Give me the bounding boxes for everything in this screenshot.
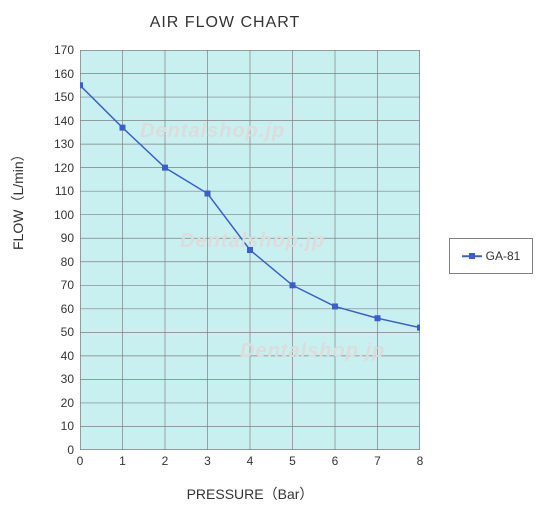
y-tick-label: 80 (61, 255, 74, 269)
y-tick-label: 100 (54, 208, 74, 222)
x-tick-label: 0 (77, 454, 84, 468)
y-tick-label: 110 (55, 184, 74, 198)
y-tick-label: 130 (54, 137, 74, 151)
y-tick-label: 70 (61, 278, 74, 292)
x-tick-label: 8 (417, 454, 424, 468)
x-tick-label: 4 (247, 454, 254, 468)
y-tick-label: 160 (54, 67, 74, 81)
legend-label: GA-81 (486, 249, 521, 263)
y-axis-label: FLOW（L/min） (8, 147, 28, 250)
y-tick-label: 0 (67, 443, 74, 457)
x-tick-label: 3 (204, 454, 211, 468)
plot-area: 0102030405060708090100110120130140150160… (80, 50, 420, 450)
y-tick-label: 40 (61, 349, 74, 363)
y-tick-label: 10 (61, 419, 74, 433)
x-tick-label: 1 (119, 454, 126, 468)
y-tick-label: 150 (54, 90, 74, 104)
y-tick-label: 30 (61, 372, 74, 386)
x-tick-label: 2 (162, 454, 169, 468)
legend: GA-81 (449, 238, 533, 274)
y-tick-label: 60 (61, 302, 74, 316)
plot-svg (80, 50, 420, 450)
y-tick-label: 120 (54, 161, 74, 175)
y-tick-label: 90 (61, 231, 74, 245)
legend-marker-icon (462, 251, 482, 261)
x-tick-label: 5 (289, 454, 296, 468)
x-axis-label: PRESSURE（Bar） (80, 484, 420, 504)
y-tick-label: 50 (61, 325, 74, 339)
y-tick-label: 140 (54, 114, 74, 128)
y-tick-label: 20 (61, 396, 74, 410)
chart-title: AIR FLOW CHART (0, 14, 450, 32)
y-tick-label: 170 (54, 43, 74, 57)
chart-container: AIR FLOW CHART FLOW（L/min） PRESSURE（Bar）… (0, 0, 545, 514)
x-tick-label: 6 (332, 454, 339, 468)
x-tick-label: 7 (374, 454, 381, 468)
